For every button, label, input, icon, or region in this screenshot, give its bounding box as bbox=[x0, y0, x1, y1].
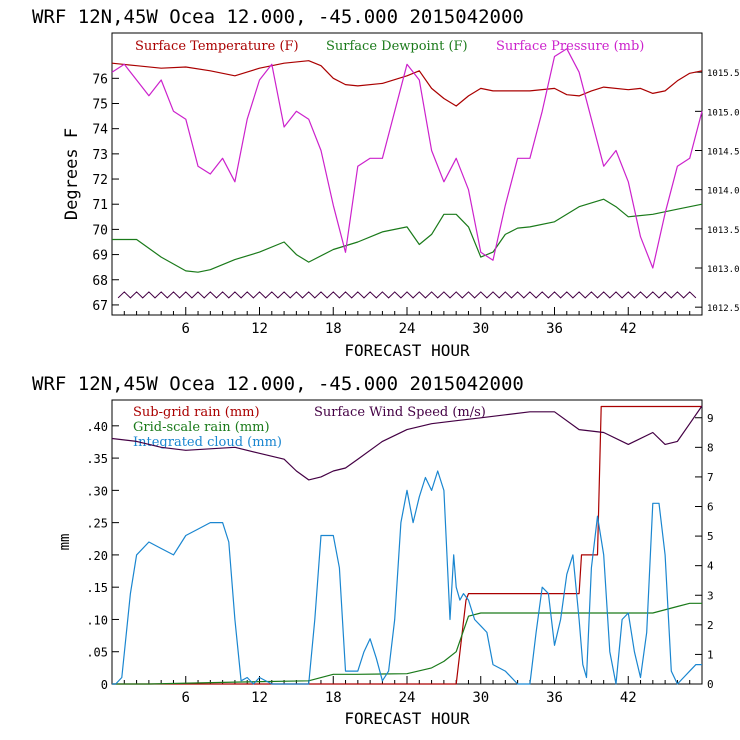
y2-tick-label: 2 bbox=[707, 619, 714, 632]
y-tick-label: .35 bbox=[86, 452, 108, 466]
y-tick-label: 75 bbox=[92, 98, 108, 113]
panel-2-series bbox=[111, 405, 703, 685]
y-tick-label: 74 bbox=[92, 123, 108, 138]
x-tick-label: 36 bbox=[546, 321, 563, 337]
y-tick-label: 0 bbox=[101, 678, 108, 692]
x-tick-label: 24 bbox=[399, 321, 416, 337]
y-tick-label: .10 bbox=[86, 613, 108, 627]
y-tick-label: 67 bbox=[92, 299, 108, 314]
y-tick-label: .40 bbox=[86, 420, 108, 434]
x-tick-label: 12 bbox=[251, 690, 268, 706]
y2-tick-label: 3 bbox=[707, 589, 714, 602]
x-tick-label: 42 bbox=[620, 690, 637, 706]
y2-tick-label: 9 bbox=[707, 412, 714, 425]
x-tick-label: 18 bbox=[325, 690, 342, 706]
y2-tick-label: 1015.0 bbox=[707, 108, 740, 118]
y2-tick-label: 1013.0 bbox=[707, 265, 740, 275]
x-tick-label: 30 bbox=[472, 690, 489, 706]
y2-tick-label: 4 bbox=[707, 560, 714, 573]
y2-tick-label: 6 bbox=[707, 501, 714, 514]
series-line-surface-temperature-f bbox=[111, 60, 703, 107]
x-tick-label: 30 bbox=[472, 321, 489, 337]
y-tick-label: .05 bbox=[86, 646, 108, 660]
y-tick-label: .20 bbox=[86, 549, 108, 563]
panel-1-title: WRF 12N,45W Ocea 12.000, -45.000 2015042… bbox=[32, 6, 524, 28]
series-line-surface-dewpoint-f bbox=[112, 198, 703, 273]
series-line-surface-pressure-mb bbox=[111, 48, 703, 269]
panel-1-xlabel: FORECAST HOUR bbox=[344, 341, 470, 360]
y2-tick-label: 7 bbox=[707, 471, 714, 484]
y-tick-label: 69 bbox=[92, 249, 108, 264]
series-line-dotted-trace bbox=[117, 291, 697, 299]
y-tick-label: 68 bbox=[92, 274, 108, 289]
y2-tick-label: 0 bbox=[707, 678, 714, 691]
y-tick-label: 70 bbox=[92, 223, 108, 238]
x-tick-label: 42 bbox=[620, 321, 637, 337]
x-tick-label: 36 bbox=[546, 690, 563, 706]
y-tick-label: 73 bbox=[92, 148, 108, 163]
panel-1-legend-temperature: Surface Temperature (F) bbox=[135, 39, 299, 54]
panel-1-ticks: 6 12 18 24 30 36 42 67 68 69 70 71 72 73 74 75 76 1012.5 1… bbox=[92, 69, 739, 337]
y-tick-label: 71 bbox=[92, 198, 108, 213]
panel-1-legend-pressure: Surface Pressure (mb) bbox=[496, 39, 644, 54]
y2-tick-label: 1014.5 bbox=[707, 148, 740, 158]
y-tick-label: 76 bbox=[92, 72, 108, 87]
x-tick-label: 6 bbox=[182, 690, 190, 706]
x-tick-label: 18 bbox=[325, 321, 342, 337]
panel-1-series bbox=[111, 48, 703, 299]
series-line-surface-wind-speed-m-s bbox=[111, 405, 703, 481]
x-tick-label: 24 bbox=[399, 690, 416, 706]
series-line-grid-scale-rain-mm bbox=[112, 602, 702, 685]
y2-tick-label: 1013.5 bbox=[707, 226, 740, 236]
y2-tick-label: 5 bbox=[707, 530, 714, 543]
y-tick-label: .25 bbox=[86, 517, 108, 531]
panel-2-legend-cloud: Integrated cloud (mm) bbox=[133, 435, 282, 450]
panel-2-legend-subgrid: Sub-grid rain (mm) bbox=[133, 405, 260, 420]
x-tick-label: 6 bbox=[182, 321, 190, 337]
y2-tick-label: 1 bbox=[707, 648, 714, 661]
panel-1-legend-dewpoint: Surface Dewpoint (F) bbox=[326, 39, 468, 54]
panel-1: WRF 12N,45W Ocea 12.000, -45.000 2015042… bbox=[32, 6, 740, 360]
y2-tick-label: 1012.5 bbox=[707, 304, 740, 314]
panel-2-legend-gridscale: Grid-scale rain (mm) bbox=[133, 420, 270, 435]
y-tick-label: .30 bbox=[86, 484, 108, 498]
y-tick-label: 72 bbox=[92, 173, 108, 188]
y2-tick-label: 8 bbox=[707, 441, 714, 454]
y2-tick-label: 1014.0 bbox=[707, 187, 740, 197]
y2-tick-label: 1015.5 bbox=[707, 69, 740, 79]
panel-2-legend-wind: Surface Wind Speed (m/s) bbox=[314, 405, 486, 420]
x-tick-label: 12 bbox=[251, 321, 268, 337]
panel-2-ticks: 6 12 18 24 30 36 420.05.10.15.20.25.30.35.4001… bbox=[86, 412, 714, 706]
panel-2-ylabel: mm bbox=[57, 534, 73, 551]
panel-2-title: WRF 12N,45W Ocea 12.000, -45.000 2015042… bbox=[32, 373, 524, 395]
panel-2: WRF 12N,45W Ocea 12.000, -45.000 2015042… bbox=[32, 373, 714, 728]
panel-2-xlabel: FORECAST HOUR bbox=[344, 709, 470, 728]
panel-1-ylabel: Degrees F bbox=[62, 128, 82, 220]
y-tick-label: .15 bbox=[86, 581, 108, 595]
series-line-integrated-cloud-mm bbox=[112, 470, 702, 685]
